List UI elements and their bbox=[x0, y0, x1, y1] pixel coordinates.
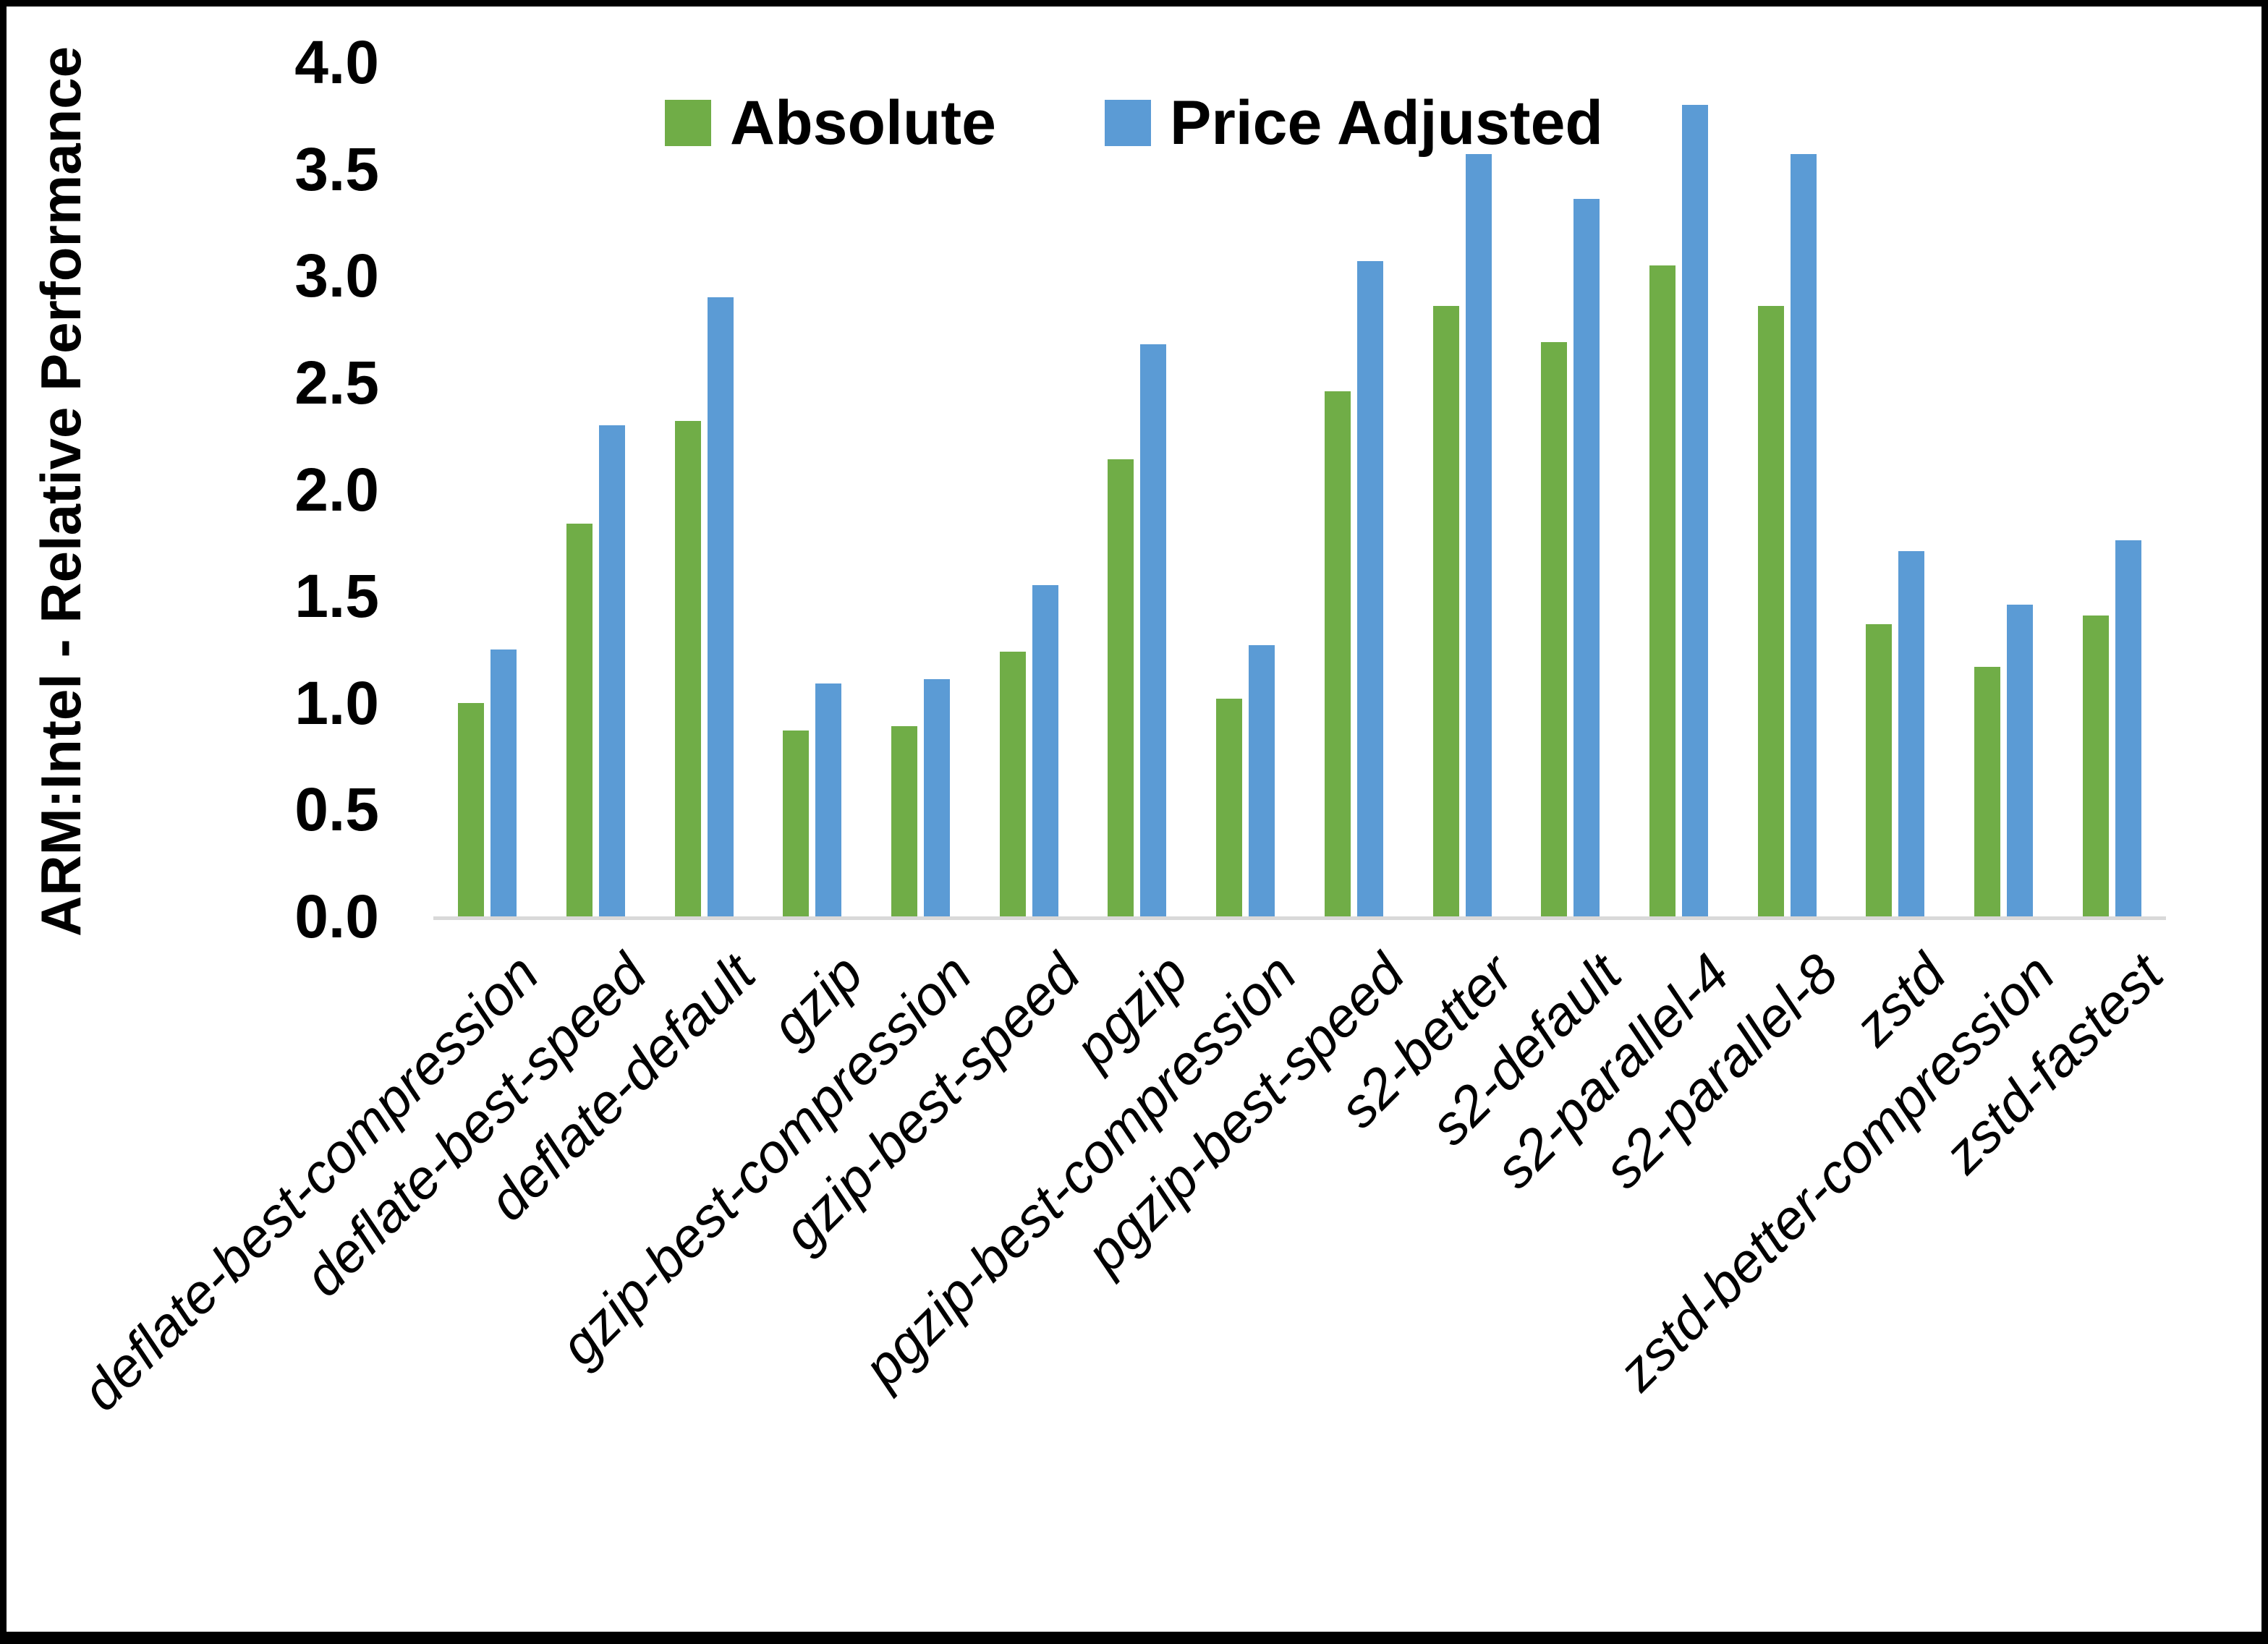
bar-group-gzip-best-compression bbox=[867, 62, 975, 916]
bar-price-adjusted-gzip-best-speed bbox=[1032, 585, 1058, 916]
bar-absolute-s2-default bbox=[1541, 341, 1568, 916]
legend-item-absolute: Absolute bbox=[665, 92, 996, 154]
bar-absolute-zstd-fastest bbox=[2082, 615, 2109, 916]
bar-absolute-s2-parallel-8 bbox=[1757, 305, 1784, 916]
bar-group-s2-default bbox=[1516, 62, 1625, 916]
bar-group-deflate-best-compression bbox=[433, 62, 542, 916]
bar-absolute-gzip-best-speed bbox=[999, 651, 1026, 916]
bar-absolute-s2-parallel-4 bbox=[1649, 265, 1675, 916]
bar-price-adjusted-pgzip-best-compression bbox=[1249, 645, 1275, 916]
x-label-zstd-fastest: zstd-fastest bbox=[1932, 942, 2175, 1185]
bar-group-zstd-better-compression bbox=[1950, 62, 2058, 916]
y-tick-label: 1.5 bbox=[294, 562, 379, 631]
bar-group-s2-parallel-4 bbox=[1625, 62, 1733, 916]
bar-absolute-zstd bbox=[1866, 623, 1893, 916]
bar-group-zstd bbox=[1841, 62, 1950, 916]
bar-price-adjusted-s2-parallel-8 bbox=[1790, 153, 1817, 916]
bar-absolute-pgzip-best-speed bbox=[1324, 391, 1351, 916]
y-tick-label: 2.5 bbox=[294, 348, 379, 417]
x-axis-labels: deflate-best-compression deflate-best-spe… bbox=[70, 919, 2175, 1570]
bar-price-adjusted-pgzip-best-speed bbox=[1356, 260, 1383, 916]
bar-absolute-pgzip-best-compression bbox=[1216, 698, 1243, 916]
legend-item-price-adjusted: Price Adjusted bbox=[1104, 88, 1603, 158]
y-tick-label: 4.0 bbox=[294, 28, 379, 96]
bar-price-adjusted-deflate-default bbox=[707, 297, 734, 916]
x-label-s2-better: s2-better bbox=[1328, 942, 1525, 1140]
bar-group-deflate-best-speed bbox=[542, 62, 650, 916]
legend-swatch-price-adjusted-icon bbox=[1104, 100, 1151, 146]
x-label-s2-parallel-4: s2-parallel-4 bbox=[1484, 942, 1741, 1201]
y-axis-title: ARM:Intel - Relative Performance bbox=[28, 46, 93, 937]
bar-group-pgzip-best-compression bbox=[1192, 62, 1300, 916]
bar-absolute-s2-better bbox=[1432, 305, 1459, 916]
bar-group-gzip-best-speed bbox=[974, 62, 1083, 916]
x-label-pgzip: pgzip bbox=[1063, 942, 1200, 1080]
bar-price-adjusted-zstd-better-compression bbox=[2006, 604, 2033, 916]
bar-absolute-gzip-best-compression bbox=[891, 726, 918, 916]
x-label-deflate-default: deflate-default bbox=[477, 942, 767, 1233]
bar-price-adjusted-gzip-best-compression bbox=[924, 679, 951, 916]
bar-absolute-deflate-default bbox=[674, 421, 701, 916]
bar-price-adjusted-s2-better bbox=[1465, 153, 1492, 916]
bar-price-adjusted-zstd-fastest bbox=[2115, 540, 2141, 916]
legend: Absolute Price Adjusted bbox=[7, 92, 2261, 154]
y-axis-ticks: 0.0 0.5 1.0 1.5 2.0 2.5 3.0 3.5 4.0 bbox=[173, 32, 379, 947]
bar-price-adjusted-s2-parallel-4 bbox=[1681, 105, 1708, 916]
bar-group-pgzip bbox=[1083, 62, 1192, 916]
plot-area bbox=[433, 62, 2166, 920]
x-label-deflate-best-speed: deflate-best-speed bbox=[292, 942, 659, 1308]
bar-absolute-deflate-best-speed bbox=[566, 523, 593, 916]
bar-absolute-deflate-best-compression bbox=[458, 702, 485, 916]
bar-absolute-gzip bbox=[783, 731, 810, 916]
x-label-gzip: gzip bbox=[760, 942, 875, 1058]
bar-price-adjusted-gzip bbox=[815, 683, 842, 916]
bar-price-adjusted-zstd bbox=[1898, 551, 1925, 916]
bar-group-s2-parallel-8 bbox=[1733, 62, 1841, 916]
bar-group-gzip bbox=[758, 62, 867, 916]
x-label-gzip-best-speed: gzip-best-speed bbox=[771, 942, 1092, 1263]
bar-price-adjusted-deflate-best-speed bbox=[599, 425, 626, 916]
bar-group-pgzip-best-speed bbox=[1300, 62, 1409, 916]
y-tick-label: 3.5 bbox=[294, 135, 379, 203]
bar-price-adjusted-pgzip bbox=[1140, 344, 1167, 916]
x-label-pgzip-best-speed: pgzip-best-speed bbox=[1074, 942, 1417, 1285]
y-tick-label: 0.0 bbox=[294, 882, 379, 950]
x-label-s2-default: s2-default bbox=[1419, 942, 1634, 1157]
bar-group-zstd-fastest bbox=[2057, 62, 2166, 916]
x-label-zstd: zstd bbox=[1843, 942, 1958, 1058]
x-label-gzip-best-compression: gzip-best-compression bbox=[548, 942, 984, 1378]
y-tick-label: 1.0 bbox=[294, 668, 379, 737]
x-label-s2-parallel-8: s2-parallel-8 bbox=[1592, 942, 1850, 1201]
legend-label-absolute: Absolute bbox=[730, 88, 996, 158]
bar-group-deflate-default bbox=[650, 62, 758, 916]
legend-swatch-absolute-icon bbox=[665, 100, 712, 146]
y-tick-label: 0.5 bbox=[294, 775, 379, 844]
bar-group-s2-better bbox=[1408, 62, 1516, 916]
bar-price-adjusted-deflate-best-compression bbox=[490, 649, 517, 916]
x-label-zstd-better-compression: zstd-better-compression bbox=[1606, 942, 2067, 1403]
y-tick-label: 3.0 bbox=[294, 242, 379, 310]
bar-price-adjusted-s2-default bbox=[1573, 198, 1600, 916]
bar-absolute-zstd-better-compression bbox=[1974, 666, 2000, 916]
x-label-deflate-best-compression: deflate-best-compression bbox=[69, 942, 551, 1423]
y-tick-label: 2.0 bbox=[294, 455, 379, 524]
legend-label-price-adjusted: Price Adjusted bbox=[1169, 88, 1603, 158]
x-label-pgzip-best-compression: pgzip-best-compression bbox=[851, 942, 1309, 1400]
bar-absolute-pgzip bbox=[1108, 459, 1134, 916]
